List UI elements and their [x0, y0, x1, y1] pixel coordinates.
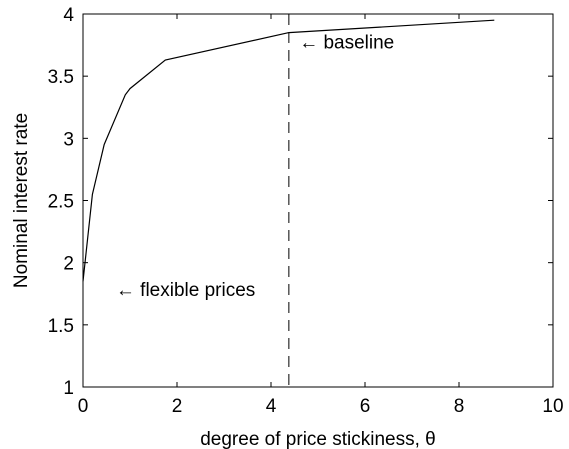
annotation-flexible-prices: ← flexible prices [116, 280, 255, 301]
y-tick-label-4: 3 [63, 129, 74, 150]
x-tick-label-5: 10 [542, 396, 563, 417]
x-tick-label-4: 8 [454, 396, 465, 417]
y-tick-label-5: 3.5 [48, 67, 74, 88]
x-tick-label-2: 4 [266, 396, 277, 417]
y-tick-label-2: 2 [63, 254, 74, 275]
y-axis-label: Nominal interest rate [11, 113, 32, 288]
axes: 1 1.5 2 2.5 3 3.5 4 0 2 4 6 8 10 [48, 5, 564, 417]
y-tick-label-3: 2.5 [48, 192, 74, 213]
y-tick-label-1: 1.5 [48, 316, 74, 337]
x-ticks: 0 2 4 6 8 10 [78, 14, 564, 417]
y-ticks: 1 1.5 2 2.5 3 3.5 4 [48, 5, 553, 399]
x-axis-label: degree of price stickiness, θ [200, 429, 436, 449]
x-tick-label-3: 6 [360, 396, 371, 417]
y-tick-label-6: 4 [63, 5, 74, 26]
series [82, 19, 495, 282]
series-line-0 [82, 19, 495, 282]
y-tick-label-0: 1 [63, 378, 74, 399]
x-tick-label-1: 2 [172, 396, 183, 417]
annotation-baseline: ← baseline [299, 32, 394, 53]
x-tick-label-0: 0 [78, 396, 89, 417]
